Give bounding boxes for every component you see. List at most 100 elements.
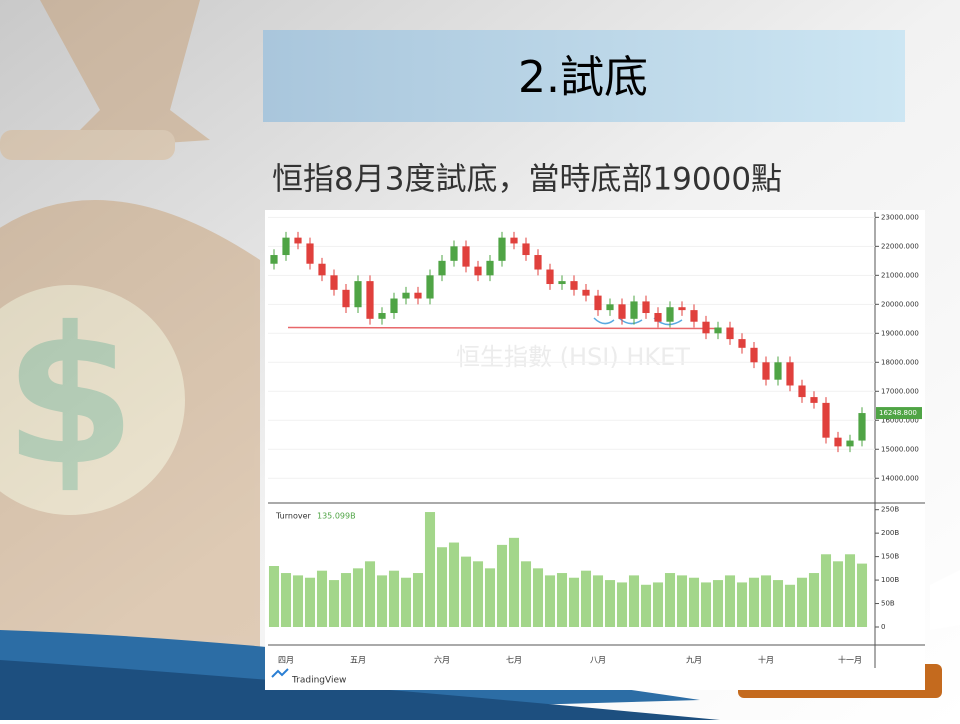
y-tick-label: 200B <box>881 529 899 537</box>
volume-bar <box>844 554 856 627</box>
candle-body <box>858 413 866 441</box>
candle-body <box>714 327 722 334</box>
candle-body <box>558 281 566 285</box>
volume-bar <box>400 577 412 627</box>
volume-bar <box>592 575 604 627</box>
title-box <box>263 30 905 122</box>
candle-body <box>270 255 278 264</box>
volume-bar <box>700 582 712 627</box>
support-line <box>287 326 716 330</box>
volume-bar <box>580 570 592 627</box>
candle-body <box>318 263 326 276</box>
volume-bar <box>292 575 304 627</box>
candle-body <box>546 269 554 285</box>
volume-bar <box>376 575 388 627</box>
candle-body <box>702 321 710 334</box>
volume-bar <box>820 554 832 627</box>
candle-body <box>522 243 530 256</box>
y-tick-label: 16000.000 <box>881 416 919 424</box>
y-tick-label: 50B <box>881 600 895 608</box>
candle-body <box>354 281 362 308</box>
volume-bar <box>460 556 472 627</box>
y-tick-label: 250B <box>881 506 899 514</box>
volume-bar <box>448 542 460 627</box>
x-tick-label: 五月 <box>350 656 366 665</box>
volume-bar <box>424 512 436 627</box>
volume-bar <box>796 577 808 627</box>
volume-bar <box>436 547 448 627</box>
candle-body <box>510 237 518 244</box>
candle-body <box>738 339 746 348</box>
candle-body <box>798 385 806 398</box>
candle-body <box>654 313 662 322</box>
money-bag-decoration: $ <box>0 0 260 720</box>
candle-body <box>678 307 686 311</box>
volume-bar <box>328 580 340 627</box>
y-tick-label: 14000.000 <box>881 474 919 482</box>
y-tick-label: 15000.000 <box>881 445 919 453</box>
volume-bar <box>544 575 556 627</box>
volume-bar <box>496 544 508 627</box>
candle-body <box>342 289 350 308</box>
y-tick-label: 18000.000 <box>881 358 919 366</box>
candle-body <box>726 327 734 340</box>
last-price-tag <box>876 407 922 420</box>
y-tick-label: 23000.000 <box>881 213 919 221</box>
volume-bar <box>472 561 484 627</box>
volume-bar <box>412 573 424 627</box>
y-tick-label: 17000.000 <box>881 387 919 395</box>
watermark: 恒生指數 (HSI) HKET <box>456 343 690 371</box>
candle-body <box>462 246 470 267</box>
volume-bar <box>604 580 616 627</box>
candle-body <box>366 281 374 319</box>
y-tick-label: 21000.000 <box>881 271 919 279</box>
volume-bar <box>676 575 688 627</box>
volume-bar <box>268 566 280 627</box>
candle-body <box>594 295 602 311</box>
x-tick-label: 七月 <box>506 656 522 665</box>
volume-bar <box>664 573 676 627</box>
slide-subtitle: 恒指8月3度試底，當時底部19000點 <box>272 162 782 198</box>
candle-body <box>642 301 650 314</box>
y-tick-label: 150B <box>881 553 899 561</box>
candle-body <box>690 310 698 322</box>
candle-body <box>762 362 770 380</box>
y-tick-label: 100B <box>881 576 899 584</box>
volume-bar <box>808 573 820 627</box>
candle-body <box>498 237 506 261</box>
candle-body <box>582 289 590 296</box>
volume-bar <box>280 573 292 627</box>
candle-body <box>822 402 830 438</box>
volume-bar <box>760 575 772 627</box>
y-tick-label: 20000.000 <box>881 300 919 308</box>
volume-bar <box>736 582 748 627</box>
x-tick-label: 十一月 <box>838 655 862 665</box>
candle-body <box>486 260 494 276</box>
volume-bar <box>556 573 568 627</box>
y-tick-label: 22000.000 <box>881 242 919 250</box>
turnover-label: 135.099B <box>317 512 356 521</box>
candle-body <box>450 246 458 261</box>
volume-bar <box>304 577 316 627</box>
volume-bar <box>532 568 544 627</box>
candle-body <box>426 275 434 299</box>
volume-bar <box>520 561 532 627</box>
candle-body <box>750 347 758 363</box>
volume-bar <box>772 580 784 627</box>
svg-text:$: $ <box>4 286 136 507</box>
volume-bar <box>640 584 652 627</box>
volume-bar <box>688 577 700 627</box>
wave <box>930 570 960 630</box>
x-tick-label: 九月 <box>686 656 702 665</box>
candle-body <box>282 237 290 256</box>
tradingview-logo <box>271 668 289 678</box>
candle-body <box>438 260 446 276</box>
candle-body <box>786 362 794 386</box>
volume-bar <box>508 537 520 627</box>
candle-body <box>294 237 302 244</box>
candle-body <box>378 313 386 319</box>
volume-bar <box>712 580 724 627</box>
volume-bar <box>784 584 796 627</box>
volume-bar <box>652 582 664 627</box>
volume-bar <box>628 575 640 627</box>
